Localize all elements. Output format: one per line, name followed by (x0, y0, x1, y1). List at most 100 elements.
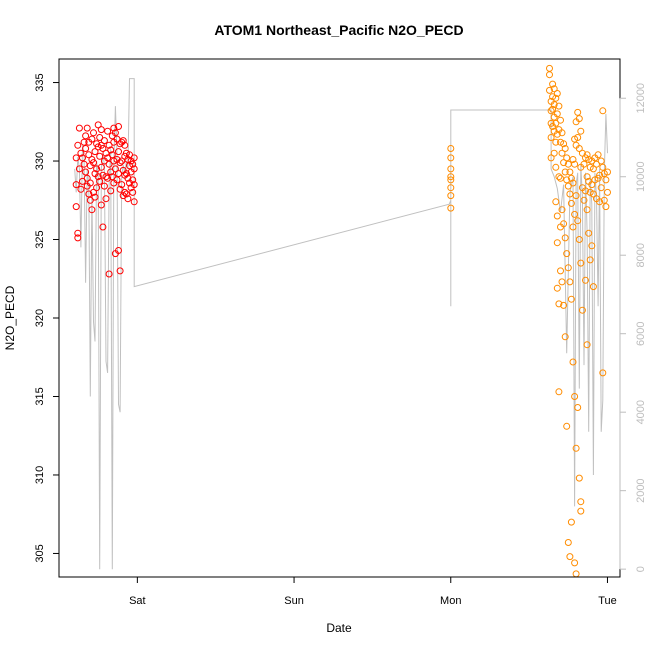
data-point (547, 134, 555, 141)
data-point (564, 182, 572, 190)
data-point (569, 156, 577, 163)
data-point (116, 185, 124, 193)
data-point (574, 134, 582, 141)
data-point (104, 127, 112, 135)
altitude-line (74, 78, 608, 570)
data-point (574, 217, 582, 225)
x-tick-label: Sat (129, 595, 146, 607)
data-point (97, 163, 105, 171)
data-point (113, 176, 121, 184)
data-point (79, 177, 86, 185)
data-point (97, 201, 105, 209)
data-point (91, 148, 99, 156)
data-point (583, 173, 591, 181)
data-point (571, 210, 579, 218)
data-point (572, 570, 580, 578)
y2-tick-label: 4000 (635, 400, 647, 424)
y2-tick-label: 10000 (635, 161, 647, 192)
data-point (604, 188, 611, 196)
data-point (555, 102, 563, 110)
data-point (94, 121, 102, 129)
y2-tick-label: 2000 (635, 478, 647, 502)
data-point (72, 203, 80, 211)
data-point (589, 190, 597, 198)
data-point (552, 163, 560, 171)
data-point (121, 188, 129, 196)
data-point (130, 165, 138, 173)
data-point (563, 250, 571, 258)
data-point (80, 160, 88, 168)
data-point (447, 192, 455, 200)
data-point (93, 184, 101, 192)
data-point (83, 174, 91, 182)
data-point (550, 101, 558, 108)
data-point (604, 168, 611, 176)
x-tick-label: Tue (598, 595, 617, 607)
data-point (99, 223, 107, 231)
data-point (115, 148, 122, 156)
data-point (571, 160, 579, 168)
data-point (582, 276, 589, 284)
data-point (79, 154, 86, 162)
x-tick-label: Sun (284, 595, 304, 607)
data-point (108, 151, 116, 159)
data-point (596, 198, 604, 206)
data-point (550, 85, 558, 93)
data-point (597, 157, 605, 165)
y2-tick-label: 8000 (635, 243, 647, 267)
data-point (567, 518, 575, 526)
data-point (546, 86, 553, 94)
data-point (578, 306, 586, 314)
data-point (577, 507, 585, 515)
data-point (75, 165, 83, 173)
data-point (599, 369, 607, 377)
data-point (557, 116, 564, 124)
data-point (577, 498, 585, 506)
data-point (124, 195, 132, 203)
data-point (566, 553, 574, 561)
data-point (547, 154, 555, 162)
data-point (108, 173, 116, 181)
data-point (82, 168, 90, 176)
data-point (100, 182, 108, 190)
data-point (557, 267, 564, 275)
data-point (113, 135, 121, 143)
data-point (107, 146, 115, 154)
data-point (129, 188, 137, 196)
data-point (129, 176, 137, 184)
data-point (550, 149, 558, 157)
data-point (104, 154, 112, 162)
data-point (552, 198, 560, 206)
data-point (115, 247, 122, 254)
data-point (549, 93, 557, 101)
y-axis-label: N2O_PECD (3, 285, 17, 350)
data-point (129, 160, 137, 168)
data-point (116, 267, 124, 275)
y-tick-label: 315 (34, 387, 46, 405)
data-point (80, 138, 88, 146)
data-point (99, 145, 107, 152)
data-point (577, 259, 585, 267)
data-point (552, 94, 560, 102)
data-point (553, 212, 561, 220)
data-point (102, 149, 110, 157)
data-point (91, 193, 99, 201)
data-point (571, 559, 579, 567)
y-tick-label: 305 (34, 544, 46, 562)
data-point (118, 181, 126, 189)
data-point (575, 115, 583, 123)
plot-frame (58, 58, 621, 578)
data-point (126, 151, 133, 159)
data-point (552, 119, 560, 127)
data-point (602, 176, 610, 184)
data-point (567, 295, 575, 303)
data-point (88, 206, 96, 214)
data-point (90, 129, 97, 137)
data-point (571, 393, 579, 400)
data-point (124, 156, 132, 163)
data-point (447, 184, 455, 192)
data-point (580, 196, 588, 204)
data-point (588, 242, 596, 250)
data-point (555, 388, 563, 396)
data-point (104, 174, 112, 182)
